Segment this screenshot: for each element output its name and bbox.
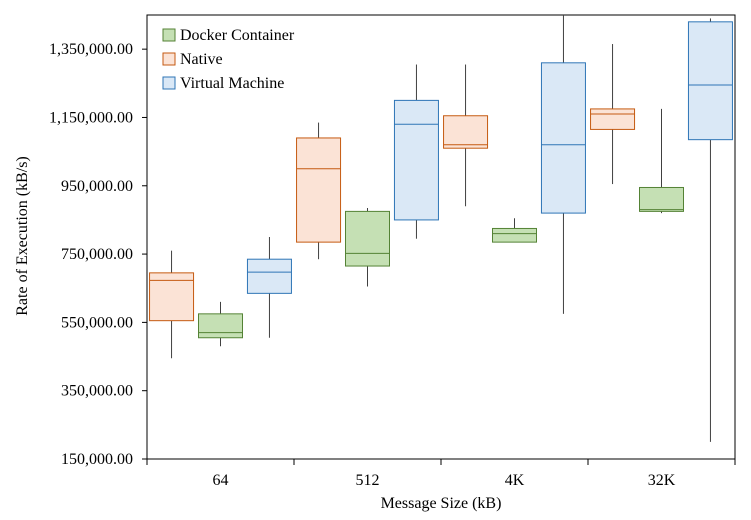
box-docker-container-512 <box>345 207 390 287</box>
box-native-64 <box>149 250 195 359</box>
boxes-layer <box>149 15 733 442</box>
y-tick-label: 750,000.00 <box>61 246 133 263</box>
x-tick-label: 4K <box>505 472 525 489</box>
x-tick-label: 64 <box>213 472 229 489</box>
box-body <box>246 258 292 294</box>
box-body <box>443 115 489 149</box>
box-virtual-machine-32k <box>687 18 733 442</box>
box-body <box>590 108 636 130</box>
legend-swatch-virtual-machine <box>162 76 176 90</box>
box-body <box>639 186 684 212</box>
box-native-512 <box>296 122 342 260</box>
box-docker-container-4k <box>492 218 537 243</box>
box-body <box>540 62 586 214</box>
box-native-32k <box>590 44 636 185</box>
box-docker-container-32k <box>639 108 684 214</box>
box-body <box>393 99 439 221</box>
x-tick-label: 32K <box>648 472 676 489</box>
legend-label-native: Native <box>180 51 223 68</box>
y-axis-title: Rate of Execution (kB/s) <box>14 156 31 316</box>
axes-layer: 150,000.00 350,000.00 550,000.00 750,000.00… <box>49 41 736 489</box>
box-docker-container-64 <box>198 301 243 347</box>
box-virtual-machine-4k <box>540 15 586 314</box>
y-tick-label: 150,000.00 <box>61 451 133 468</box>
y-tick-label: 350,000.00 <box>61 383 133 400</box>
legend-label-virtual-machine: Virtual Machine <box>180 75 284 92</box>
box-body <box>198 313 243 339</box>
box-virtual-machine-512 <box>393 64 439 239</box>
box-body <box>492 227 537 243</box>
x-axis-title: Message Size (kB) <box>381 495 502 512</box>
y-tick-label: 550,000.00 <box>61 314 133 331</box>
y-tick-label: 1,350,000.00 <box>49 41 133 58</box>
box-native-4k <box>443 64 489 207</box>
legend-label-docker-container: Docker Container <box>180 27 295 44</box>
box-body <box>345 210 390 267</box>
box-body <box>687 21 733 141</box>
box-virtual-machine-64 <box>246 237 292 338</box>
x-tick-label: 512 <box>356 472 380 489</box>
y-tick-label: 1,150,000.00 <box>49 109 133 126</box>
legend-swatch-docker-container <box>162 28 176 42</box>
legend-swatch-native <box>162 52 176 66</box>
legend: Docker Container Native Virtual Machine <box>162 27 295 92</box>
y-tick-label: 950,000.00 <box>61 178 133 195</box>
box-body <box>296 137 342 243</box>
